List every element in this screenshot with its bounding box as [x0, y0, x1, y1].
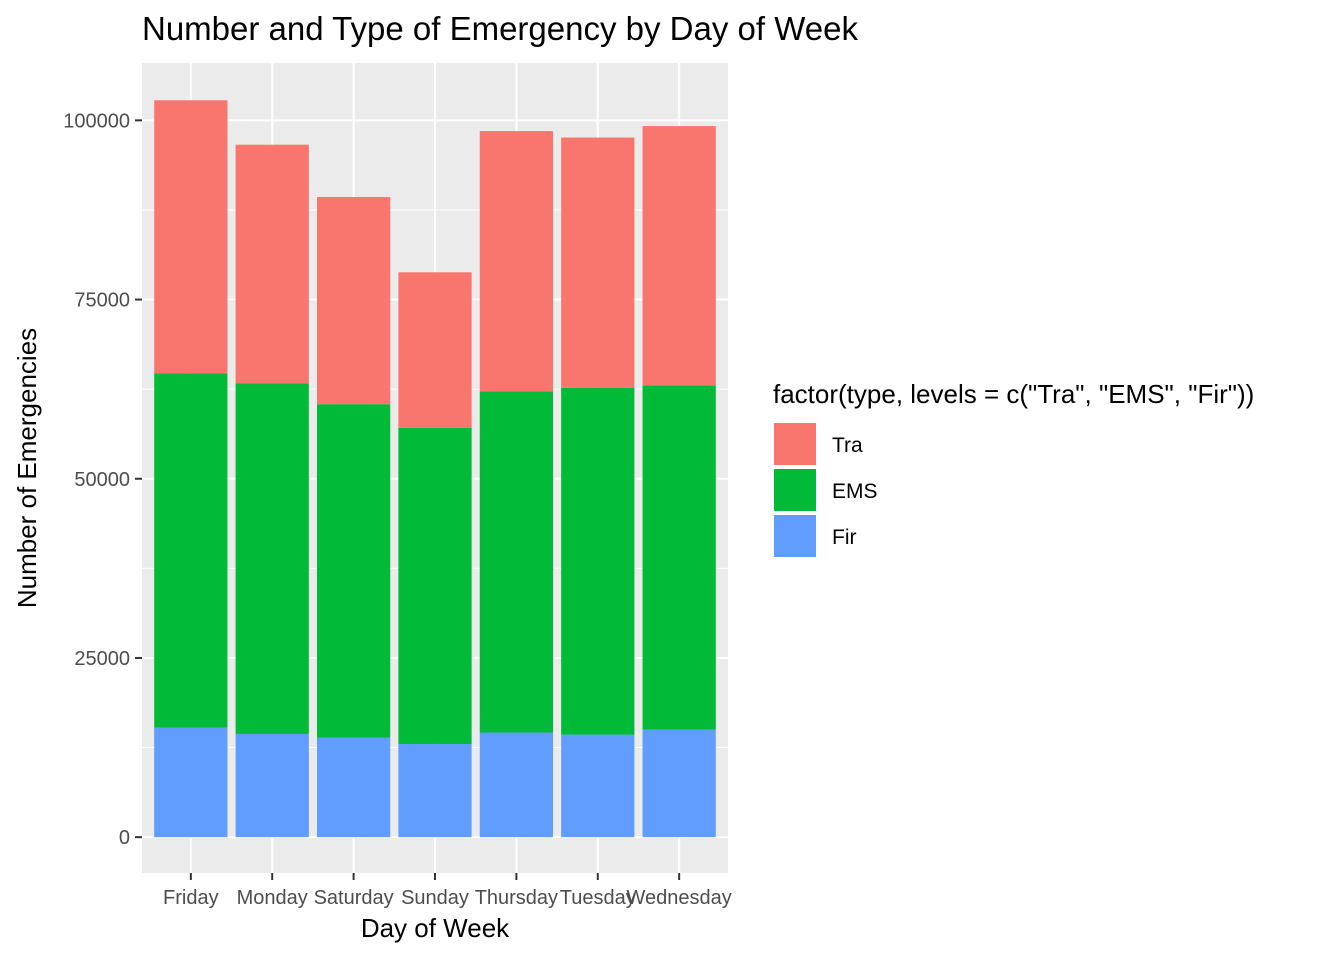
bar-segment-ems-tuesday [561, 387, 635, 735]
y-tick-label: 0 [119, 827, 130, 849]
legend-label: Fir [832, 526, 857, 549]
x-axis: Friday Monday Saturday Sunday Thursday Tuesda… [163, 873, 732, 909]
y-tick-label: 75000 [74, 290, 130, 312]
bar-segment-fir-tuesday [561, 734, 635, 838]
legend-swatch-ems [774, 469, 816, 511]
y-tick-label: 100000 [63, 110, 130, 132]
bar-segment-ems-sunday [398, 427, 472, 744]
legend-title: factor(type, levels = c("Tra", "EMS", "F… [773, 379, 1254, 409]
bar-segment-tra-friday [154, 100, 228, 374]
bar-segment-fir-friday [154, 727, 228, 838]
bar-segment-ems-saturday [316, 404, 391, 738]
bar-segment-fir-thursday [479, 732, 554, 838]
bar-segment-fir-wednesday [642, 729, 716, 838]
bar-segment-tra-monday [235, 144, 309, 384]
bar-segment-fir-monday [235, 733, 309, 838]
chart-title: Number and Type of Emergency by Day of W… [142, 10, 858, 47]
x-tick-label: Friday [163, 887, 219, 909]
y-tick-label: 25000 [74, 648, 130, 670]
bar-segment-ems-wednesday [642, 385, 716, 730]
bar-segment-ems-thursday [479, 391, 554, 733]
y-tick-label: 50000 [74, 469, 130, 491]
x-tick-label: Sunday [401, 887, 469, 909]
x-tick-label: Wednesday [627, 887, 732, 909]
y-axis: 0 25000 50000 75000 100000 [63, 110, 142, 849]
y-axis-title: Number of Emergencies [12, 328, 42, 608]
legend-swatch-fir [774, 515, 816, 557]
x-tick-label: Saturday [314, 887, 394, 909]
legend-label: Tra [832, 434, 863, 457]
x-tick-label: Thursday [475, 887, 558, 909]
bar-segment-fir-saturday [316, 737, 391, 838]
legend-label: EMS [832, 480, 878, 503]
bars [154, 100, 716, 838]
legend: factor(type, levels = c("Tra", "EMS", "F… [773, 379, 1254, 557]
bar-segment-tra-saturday [316, 197, 391, 405]
x-axis-title: Day of Week [361, 913, 510, 943]
x-tick-label: Tuesday [560, 887, 636, 909]
bar-segment-tra-thursday [479, 131, 554, 392]
bar-segment-ems-monday [235, 383, 309, 734]
legend-swatch-tra [774, 423, 816, 465]
bar-segment-fir-sunday [398, 743, 472, 838]
x-tick-label: Monday [237, 887, 308, 909]
bar-segment-ems-friday [154, 373, 228, 728]
bar-segment-tra-tuesday [561, 137, 635, 388]
bar-segment-tra-sunday [398, 272, 472, 428]
bar-segment-tra-wednesday [642, 126, 716, 386]
